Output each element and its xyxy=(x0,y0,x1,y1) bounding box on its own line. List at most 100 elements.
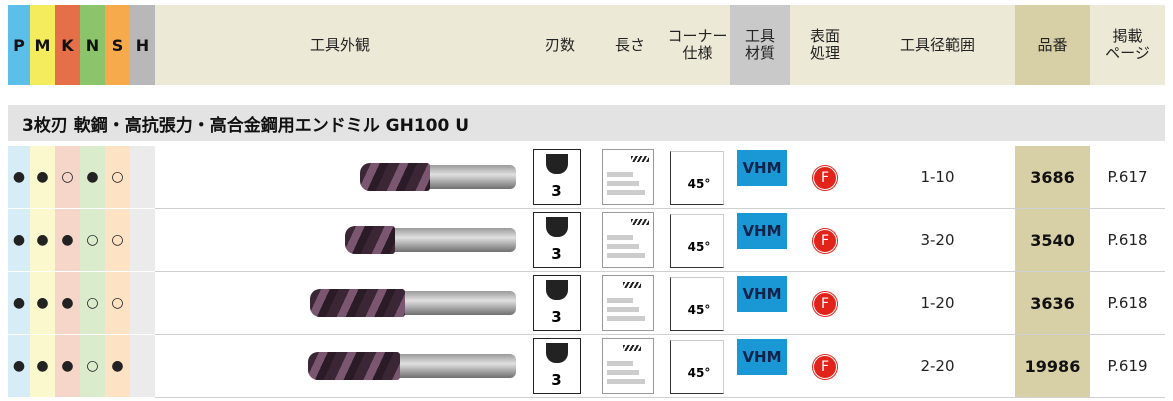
material-cell: ● xyxy=(30,272,55,334)
tool-shank xyxy=(391,228,516,252)
flute-shape xyxy=(546,154,568,174)
material-cell: ● xyxy=(55,272,80,334)
material-cell: ● xyxy=(8,335,30,397)
flute-icon: 3 xyxy=(533,338,581,394)
material-header: S xyxy=(105,5,130,85)
page-ref: P.617 xyxy=(1107,168,1148,186)
corner-icon: 45° xyxy=(670,277,724,331)
material-cell: ○ xyxy=(55,146,80,208)
material-cell: ● xyxy=(30,335,55,397)
column-header-text: 工具 xyxy=(744,27,775,45)
row-divider xyxy=(155,271,1165,272)
length-bar xyxy=(607,253,645,258)
corner-icon: 45° xyxy=(670,214,724,268)
material-cell xyxy=(130,272,155,334)
length-bar xyxy=(607,244,639,249)
corner-icon: 45° xyxy=(670,151,724,205)
tool-material: VHM xyxy=(737,339,787,375)
length-bar xyxy=(607,298,633,303)
column-header-text: ページ xyxy=(1105,44,1150,62)
coating: F xyxy=(813,292,837,316)
column-header: 長さ xyxy=(595,5,665,85)
length-icon xyxy=(602,275,654,331)
column-header: 表面 処理 xyxy=(790,5,860,85)
column-header-text: 表面 xyxy=(809,27,840,45)
row-divider xyxy=(155,334,1165,335)
tool-flutes xyxy=(360,163,430,191)
flute-shape xyxy=(546,343,568,363)
material-cell: ○ xyxy=(105,146,130,208)
material-cell xyxy=(130,209,155,271)
flute-count: 3 xyxy=(551,245,562,263)
material-cell: ● xyxy=(55,209,80,271)
length-hatch xyxy=(631,156,649,162)
material-header: H xyxy=(130,5,155,85)
range: 1-20 xyxy=(920,294,955,312)
column-header: 掲載 ページ xyxy=(1090,5,1165,85)
flute-icon: 3 xyxy=(533,212,581,268)
corner-label: 45° xyxy=(687,240,711,254)
material-cell: ● xyxy=(8,209,30,271)
flute-icon: 3 xyxy=(533,275,581,331)
flute-count: 3 xyxy=(551,371,562,389)
length-bar xyxy=(607,235,633,240)
column-header-text: 材質 xyxy=(744,44,775,62)
flute-count: 3 xyxy=(551,182,562,200)
corner-label: 45° xyxy=(687,177,711,191)
column-header-text: 掲載 xyxy=(1112,27,1143,45)
length-icon xyxy=(602,338,654,394)
row-divider xyxy=(155,208,1165,209)
material-cell: ○ xyxy=(80,209,105,271)
material-cell: ● xyxy=(30,146,55,208)
tool-material: VHM xyxy=(737,213,787,249)
flute-shape xyxy=(546,280,568,300)
length-icon xyxy=(602,149,654,205)
page-ref: P.618 xyxy=(1107,231,1148,249)
corner-label: 45° xyxy=(687,366,711,380)
material-cell xyxy=(130,146,155,208)
coating: F xyxy=(813,229,837,253)
column-header: 工具外観 xyxy=(155,5,525,85)
length-bar xyxy=(607,307,639,312)
column-header-text: 長さ xyxy=(614,35,645,54)
range: 1-10 xyxy=(920,168,955,186)
material-cell: ○ xyxy=(105,272,130,334)
flute-icon: 3 xyxy=(533,149,581,205)
material-cell: ● xyxy=(105,335,130,397)
material-cell: ○ xyxy=(80,335,105,397)
length-hatch xyxy=(623,282,641,288)
length-hatch xyxy=(623,345,641,351)
column-header: 工具 材質 xyxy=(730,5,790,85)
part-number: 3686 xyxy=(1015,146,1090,208)
part-number: 3636 xyxy=(1015,272,1090,334)
material-cell: ● xyxy=(30,209,55,271)
material-cell: ● xyxy=(8,146,30,208)
length-bar xyxy=(607,379,645,384)
tool-shank xyxy=(426,165,516,189)
tool-flutes xyxy=(345,226,395,254)
column-header: 品番 xyxy=(1015,5,1090,85)
part-number: 3540 xyxy=(1015,209,1090,271)
length-bar xyxy=(607,370,639,375)
column-header-text: 刃数 xyxy=(544,35,575,54)
tool-flutes xyxy=(310,289,405,317)
column-header-text: コーナー xyxy=(667,27,728,45)
corner-icon: 45° xyxy=(670,340,724,394)
length-bar xyxy=(607,181,639,186)
material-header: M xyxy=(30,5,55,85)
section-title: 3枚刃 軟鋼・高抗張力・高合金鋼用エンドミル GH100 U xyxy=(8,105,1165,141)
column-header-text: 工具外観 xyxy=(309,35,370,54)
flute-shape xyxy=(546,217,568,237)
material-cell: ○ xyxy=(80,272,105,334)
coating: F xyxy=(813,166,837,190)
length-hatch xyxy=(631,219,649,225)
page-ref: P.618 xyxy=(1107,294,1148,312)
material-cell xyxy=(130,335,155,397)
column-header: 刃数 xyxy=(525,5,595,85)
row-divider xyxy=(155,397,1165,398)
material-header: N xyxy=(80,5,105,85)
flute-count: 3 xyxy=(551,308,562,326)
material-cell: ● xyxy=(8,272,30,334)
column-header: 工具径範囲 xyxy=(860,5,1015,85)
